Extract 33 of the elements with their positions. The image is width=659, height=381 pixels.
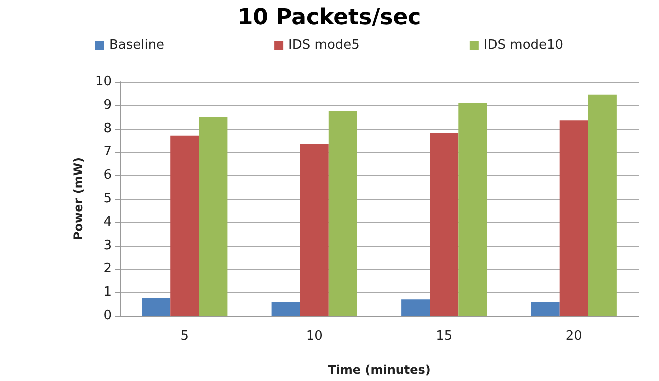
y-tick-label: 1 <box>104 285 112 300</box>
y-tick-label: 9 <box>104 98 112 113</box>
y-tick-label: 6 <box>104 168 112 184</box>
x-tick-label: 5 <box>180 329 190 344</box>
legend-label: IDS mode10 <box>484 38 564 53</box>
bar <box>328 111 358 316</box>
y-tick-label: 10 <box>95 74 112 90</box>
x-axis-title: Time (minutes) <box>328 363 431 377</box>
bar <box>199 117 228 316</box>
y-tick-label: 3 <box>104 238 112 254</box>
bar <box>531 302 560 316</box>
y-axis-title: Power (mW) <box>72 157 86 241</box>
bar <box>300 144 329 316</box>
legend-label: IDS mode5 <box>288 38 360 53</box>
y-tick-label: 4 <box>104 214 112 230</box>
y-tick-label: 5 <box>104 192 112 206</box>
bar <box>560 120 588 316</box>
bar <box>402 300 430 316</box>
y-tick-label: 7 <box>104 144 112 160</box>
y-tick-label: 0 <box>104 308 112 324</box>
bar <box>458 103 488 316</box>
x-tick-label: 10 <box>306 329 323 344</box>
x-tick-label: 20 <box>566 329 582 344</box>
legend-label: Baseline <box>109 38 165 53</box>
x-tick-label: 15 <box>436 329 453 344</box>
y-tick-label: 2 <box>104 262 112 277</box>
chart-title: 10 Packets/sec <box>238 6 422 30</box>
bar <box>170 136 200 316</box>
bar <box>272 302 300 316</box>
bar <box>430 133 459 316</box>
y-tick-label: 8 <box>104 121 112 136</box>
bar <box>142 298 171 316</box>
bar <box>588 94 617 316</box>
